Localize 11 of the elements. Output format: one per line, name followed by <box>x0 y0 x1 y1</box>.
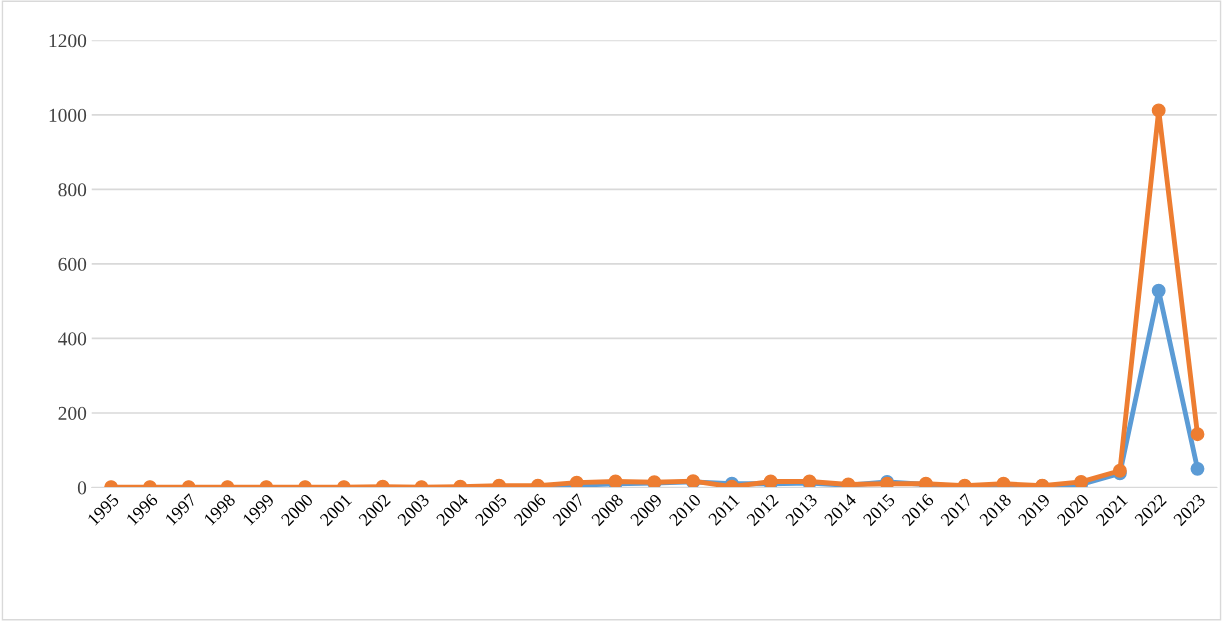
y-tick-label: 400 <box>58 332 87 346</box>
point <box>1190 461 1205 476</box>
y-tick-label: 200 <box>58 406 87 420</box>
y-tick-label: 600 <box>58 257 87 271</box>
point <box>1151 283 1166 298</box>
y-tick-label: 1000 <box>49 108 87 122</box>
y-tick-label: 1200 <box>49 34 87 48</box>
point <box>1190 427 1205 442</box>
y-tick-label: 0 <box>77 481 87 495</box>
y-tick-label: 800 <box>58 183 87 197</box>
point <box>1151 103 1166 118</box>
